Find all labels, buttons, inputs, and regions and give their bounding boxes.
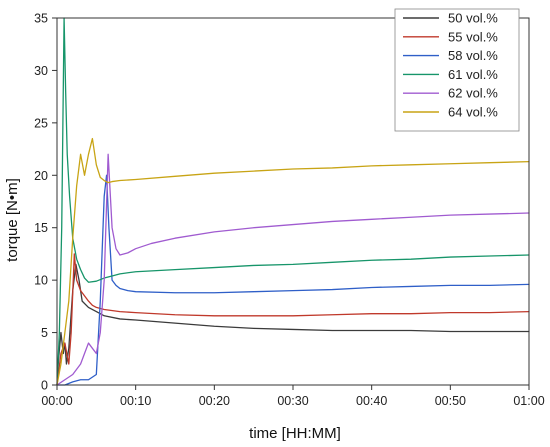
y-tick-label: 25 [34, 116, 48, 130]
series-line-3 [56, 174, 530, 386]
y-tick-label: 10 [34, 274, 48, 288]
x-tick-label: 00:00 [41, 394, 72, 408]
legend-label: 55 vol.% [448, 29, 498, 44]
legend-box [394, 8, 520, 132]
legend-label: 62 vol.% [448, 86, 498, 101]
series-line-6 [56, 137, 530, 386]
series-line-1 [56, 263, 530, 386]
legend-label: 50 vol.% [448, 11, 498, 26]
legend-label: 61 vol.% [448, 67, 498, 82]
x-tick-label: 00:30 [277, 394, 308, 408]
x-tick-label: 00:40 [356, 394, 387, 408]
y-tick-label: 5 [41, 326, 48, 340]
x-tick-label: 00:10 [120, 394, 151, 408]
x-tick-label: 01:00 [513, 394, 544, 408]
x-tick-label: 00:50 [435, 394, 466, 408]
x-axis-title: time [HH:MM] [249, 425, 341, 442]
x-tick-label: 00:20 [199, 394, 230, 408]
series-layer [56, 17, 530, 386]
y-tick-label: 15 [34, 221, 48, 235]
tick-labels: 00:00 00:10 00:20 00:30 00:40 00:50 01:00 0 5 10 1… [34, 12, 545, 409]
series-line-5 [56, 153, 530, 386]
y-tick-label: 30 [34, 64, 48, 78]
y-tick-label: 35 [34, 12, 48, 26]
legend-label: 64 vol.% [448, 105, 498, 120]
legend-label: 58 vol.% [448, 48, 498, 63]
y-tick-label: 20 [34, 169, 48, 183]
legend: 50 vol.% 55 vol.% 58 vol.% 61 vol.% 62 vol.%… [394, 8, 520, 132]
axes [52, 17, 530, 390]
y-tick-label: 0 [41, 379, 48, 393]
y-axis-title: torque [N•m] [4, 178, 21, 262]
series-line-2 [56, 253, 530, 386]
